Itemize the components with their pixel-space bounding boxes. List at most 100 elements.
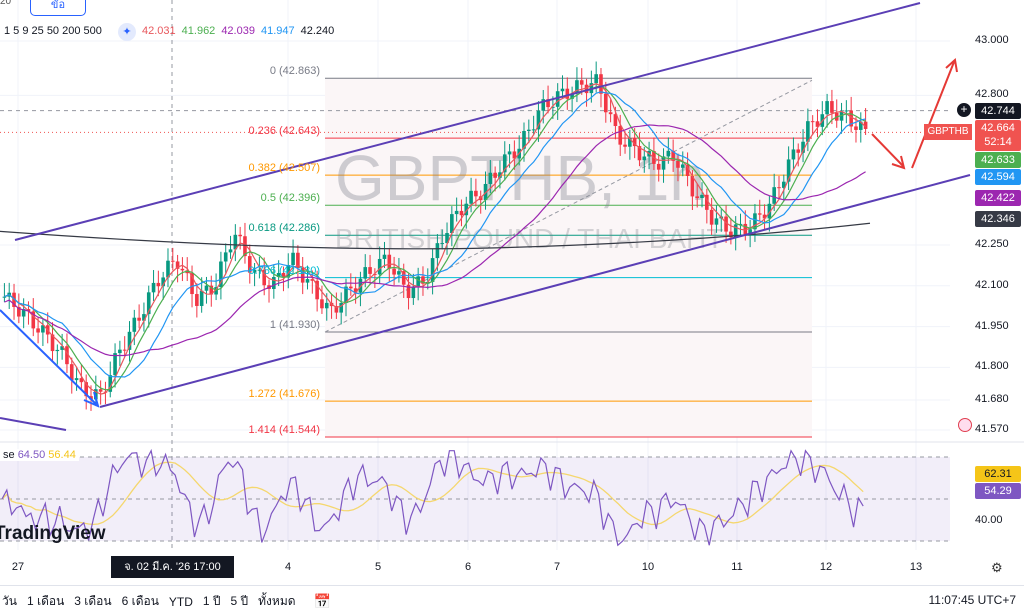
candle-body bbox=[469, 190, 473, 204]
range-bar: วัน 1 เดือน 3 เดือน 6 เดือน YTD 1 ปี 5 ปี ทั้งห… bbox=[0, 585, 1024, 613]
candle-body bbox=[74, 378, 79, 381]
candle-body bbox=[488, 172, 493, 184]
candle-body bbox=[118, 349, 122, 354]
candle-body bbox=[522, 131, 526, 149]
price-axis-tick[interactable]: 42.100 bbox=[975, 278, 1009, 291]
watermark-name: BRITISH POUND / THAI BAHT bbox=[335, 223, 723, 254]
price-axis-tick[interactable]: 42.250 bbox=[975, 238, 1009, 250]
range-button[interactable]: 6 เดือน bbox=[121, 594, 159, 608]
old-channel-line bbox=[0, 417, 67, 431]
candle-body bbox=[695, 196, 700, 199]
candle-body bbox=[300, 267, 305, 283]
range-button[interactable]: 5 ปี bbox=[230, 594, 249, 608]
price-axis-tick[interactable]: 43.000 bbox=[975, 34, 1009, 46]
fib-level-label: 1 (41.930) bbox=[269, 319, 320, 332]
time-axis-tick: 12 bbox=[819, 561, 833, 573]
candle-body bbox=[772, 187, 776, 204]
candle-body bbox=[570, 93, 574, 99]
candle-body bbox=[450, 214, 454, 234]
price-axis-tick[interactable]: 41.800 bbox=[975, 360, 1009, 373]
settings-icon[interactable]: ⚙ bbox=[991, 560, 1003, 575]
time-axis-tick: 13 bbox=[909, 561, 923, 573]
candle-body bbox=[170, 260, 175, 262]
candle-body bbox=[454, 210, 459, 215]
candle-body bbox=[382, 254, 387, 259]
fib-level-label: 1.414 (41.544) bbox=[248, 424, 320, 437]
candle-body bbox=[430, 258, 435, 282]
candle-body bbox=[705, 194, 709, 210]
candle-body bbox=[12, 292, 16, 307]
candle-body bbox=[507, 151, 512, 155]
candle-body bbox=[406, 284, 411, 299]
candle-body bbox=[502, 154, 507, 173]
candle-body bbox=[440, 243, 445, 245]
range-button[interactable]: YTD bbox=[168, 594, 193, 609]
candle-body bbox=[195, 294, 199, 306]
ma-500-line bbox=[0, 222, 871, 250]
candle-body bbox=[94, 389, 98, 400]
range-button[interactable]: 1 เดือน bbox=[26, 594, 65, 608]
candle-body bbox=[31, 311, 36, 329]
fib-level-label: 0.382 (42.507) bbox=[248, 162, 320, 175]
candle-body bbox=[122, 349, 127, 351]
crosshair-time-label: จ. 02 มี.ค. '26 17:00 bbox=[111, 556, 234, 578]
candle-body bbox=[127, 331, 132, 350]
candle-body bbox=[844, 110, 849, 112]
uk-flag-icon[interactable] bbox=[958, 418, 972, 432]
range-button[interactable]: 1 ปี bbox=[202, 594, 221, 608]
range-buttons: วัน 1 เดือน 3 เดือน 6 เดือน YTD 1 ปี 5 ปี ทั้งห… bbox=[2, 592, 331, 611]
candle-body bbox=[41, 325, 45, 333]
candle-body bbox=[671, 150, 675, 161]
candle-body bbox=[435, 243, 440, 259]
candle-body bbox=[445, 233, 449, 244]
candle-body bbox=[551, 106, 555, 108]
rsi-ma-line bbox=[1, 461, 864, 526]
fib-level-label: 0 (42.863) bbox=[269, 65, 320, 78]
range-button[interactable]: วัน bbox=[2, 594, 17, 608]
candle-body bbox=[291, 252, 295, 266]
candle-body bbox=[142, 314, 146, 321]
fib-level-label: 0.786 (42.130) bbox=[248, 264, 320, 277]
clock[interactable]: 11:07:45 UTC+7 bbox=[928, 593, 1017, 607]
candle-body bbox=[733, 224, 738, 238]
fib-level-label: 0.236 (42.643) bbox=[248, 125, 320, 138]
candle-body bbox=[397, 271, 401, 275]
candle-body bbox=[65, 346, 69, 365]
candle-body bbox=[464, 203, 469, 216]
moving-average-line bbox=[4, 91, 866, 378]
candle-body bbox=[661, 156, 666, 170]
settings-sparkle-icon[interactable]: ✦ bbox=[118, 23, 136, 41]
candle-body bbox=[762, 214, 767, 219]
price-axis-tick[interactable]: 41.680 bbox=[975, 393, 1009, 406]
candle-body bbox=[767, 203, 772, 219]
price-axis-tick[interactable]: 41.570 bbox=[975, 422, 1009, 435]
candle-body bbox=[666, 150, 671, 157]
candle-body bbox=[113, 353, 117, 376]
moving-average-line bbox=[4, 83, 867, 395]
range-button[interactable]: ทั้งหมด bbox=[258, 594, 296, 608]
price-axis-tick[interactable]: 42.800 bbox=[975, 88, 1009, 101]
goto-date-icon[interactable]: 📅 bbox=[313, 593, 331, 609]
candle-body bbox=[132, 317, 137, 332]
candle-body bbox=[599, 74, 603, 94]
add-alert-icon[interactable]: + bbox=[956, 102, 972, 118]
candle-body bbox=[782, 181, 786, 188]
candle-body bbox=[791, 149, 796, 160]
fib-level-label: 0.5 (42.396) bbox=[260, 192, 320, 205]
red-arrow-down bbox=[871, 133, 904, 167]
price-tag: 42.422 bbox=[975, 190, 1021, 206]
sell-button[interactable]: ขัอ bbox=[30, 0, 86, 16]
candle-body bbox=[262, 269, 267, 286]
candle-body bbox=[353, 288, 358, 293]
candle-body bbox=[219, 261, 223, 288]
price-axis-tick[interactable]: 41.950 bbox=[975, 319, 1009, 332]
candle-body bbox=[493, 172, 497, 178]
candle-body bbox=[796, 149, 801, 153]
candle-body bbox=[296, 252, 300, 268]
range-button[interactable]: 3 เดือน bbox=[74, 594, 112, 608]
candle-body bbox=[363, 267, 368, 279]
candle-body bbox=[459, 210, 464, 216]
candle-body bbox=[623, 144, 627, 147]
candle-body bbox=[594, 74, 598, 84]
